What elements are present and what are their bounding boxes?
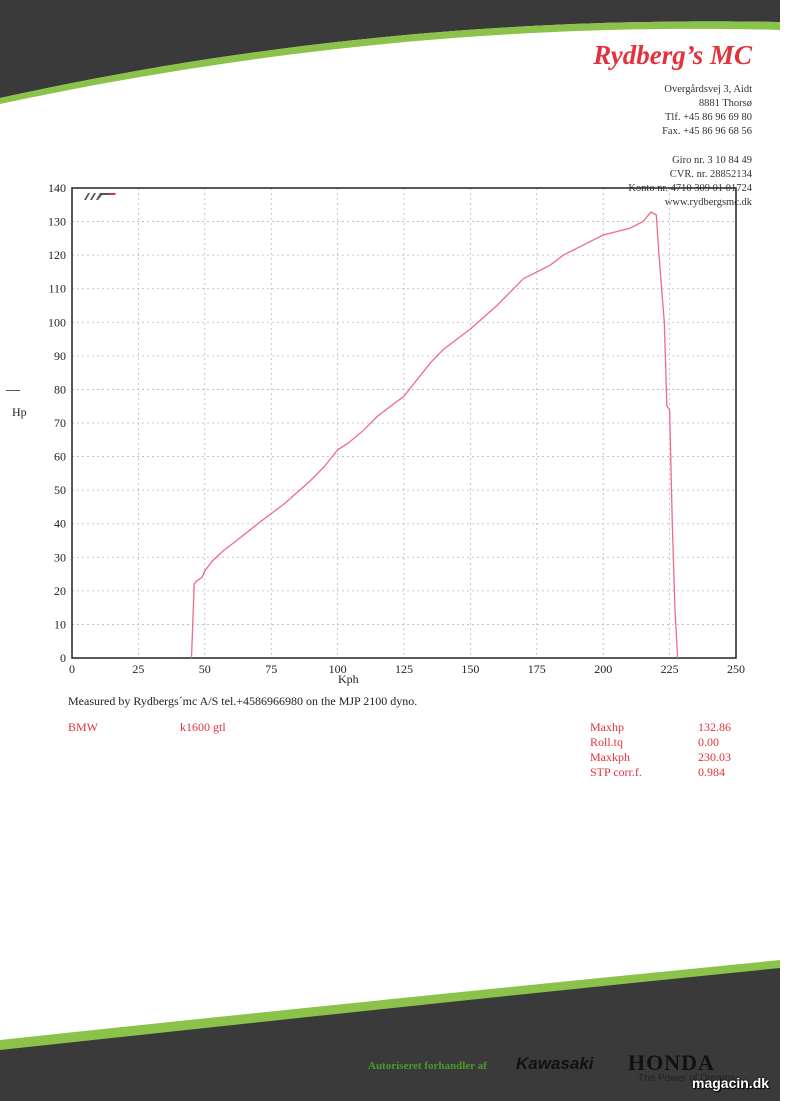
y-tick-label: 70 xyxy=(54,416,66,430)
dyno-logo xyxy=(80,190,128,204)
x-tick-label: 125 xyxy=(395,662,413,676)
stat-row: STP corr.f. 0.984 xyxy=(590,765,731,780)
address-line: Fax. +45 86 96 68 56 xyxy=(662,126,752,137)
y-axis-ticks: 0 10 20 30 40 50 60 70 80 90 100 110 120 130 140 xyxy=(48,181,66,665)
authorized-dealer-text: Autoriseret forhandler af xyxy=(368,1060,487,1072)
x-tick-label: 50 xyxy=(199,662,211,676)
stat-row: Roll.tq 0.00 xyxy=(590,735,731,750)
y-tick-label: 80 xyxy=(54,382,66,396)
stat-value: 132.86 xyxy=(698,720,731,734)
honda-tagline: The Power of Dreams xyxy=(638,1073,736,1084)
x-tick-label: 25 xyxy=(132,662,144,676)
stat-label: STP corr.f. xyxy=(590,765,642,779)
power-curve xyxy=(190,211,679,659)
y-tick-label: 10 xyxy=(54,617,66,631)
kawasaki-logo: Kawasaki xyxy=(516,1054,594,1073)
bank-line: Giro nr. 3 10 84 49 xyxy=(672,155,752,166)
y-tick-label: 50 xyxy=(54,483,66,497)
y-tick-label: 40 xyxy=(54,517,66,531)
watermark: magacin.dk xyxy=(692,1075,770,1091)
x-tick-label: 75 xyxy=(265,662,277,676)
y-tick-label: 140 xyxy=(48,181,66,195)
y-tick-label: 130 xyxy=(48,215,66,229)
y-tick-label: 120 xyxy=(48,248,66,262)
vehicle-make: BMW xyxy=(68,720,98,734)
x-tick-label: 200 xyxy=(594,662,612,676)
x-axis-label: Kph xyxy=(338,672,359,686)
y-axis-label: Hp xyxy=(12,405,27,419)
y-tick-label: 60 xyxy=(54,450,66,464)
stats-table: Maxhp 132.86 Roll.tq 0.00 Maxkph 230.03 STP… xyxy=(590,720,731,780)
bank-line: CVR. nr. 28852134 xyxy=(669,169,752,180)
chart-grid xyxy=(72,188,736,658)
y-tick-label: 20 xyxy=(54,584,66,598)
stat-label: Maxkph xyxy=(590,750,630,764)
y-tick-label: 30 xyxy=(54,550,66,564)
y-tick-label: 90 xyxy=(54,349,66,363)
y-tick-label: 100 xyxy=(48,315,66,329)
x-axis-ticks: 0 25 50 75 100 125 150 175 200 225 250 xyxy=(69,662,745,676)
stat-value: 230.03 xyxy=(698,750,731,764)
address-line: 8881 Thorsø xyxy=(698,98,752,109)
dyno-chart: 0 10 20 30 40 50 60 70 80 90 100 110 120 130 140 0 25 50… xyxy=(48,181,745,676)
address-line: Overgårdsvej 3, Aidt xyxy=(664,84,752,95)
plot-frame xyxy=(71,187,737,659)
bank-line: www.rydbergsmc.dk xyxy=(664,197,752,208)
stat-label: Maxhp xyxy=(590,720,624,734)
y-axis-dash xyxy=(6,390,20,391)
stat-value: 0.984 xyxy=(698,765,725,779)
stat-row: Maxkph 230.03 xyxy=(590,750,731,765)
y-tick-label: 110 xyxy=(48,282,66,296)
stat-value: 0.00 xyxy=(698,735,719,749)
footer-band xyxy=(0,960,780,1101)
stat-label: Roll.tq xyxy=(590,735,624,749)
x-tick-label: 0 xyxy=(69,662,75,676)
x-tick-label: 250 xyxy=(727,662,745,676)
stat-row: Maxhp 132.86 xyxy=(590,720,731,735)
header-swoosh xyxy=(0,0,780,104)
company-address: Overgårdsvej 3, Aidt 8881 Thorsø Tlf. +4… xyxy=(662,83,752,139)
x-tick-label: 225 xyxy=(661,662,679,676)
x-tick-label: 150 xyxy=(461,662,479,676)
measurement-note: Measured by Rydbergs´mc A/S tel.+4586966… xyxy=(68,694,418,708)
y-tick-label: 0 xyxy=(60,651,66,665)
company-name: Rydberg’s MC xyxy=(593,40,752,70)
x-tick-label: 100 xyxy=(329,662,347,676)
vehicle-model: k1600 gtl xyxy=(180,720,226,734)
honda-logo: HONDA xyxy=(628,1050,715,1075)
x-tick-label: 175 xyxy=(528,662,546,676)
address-line: Tlf. +45 86 96 69 80 xyxy=(665,112,752,123)
